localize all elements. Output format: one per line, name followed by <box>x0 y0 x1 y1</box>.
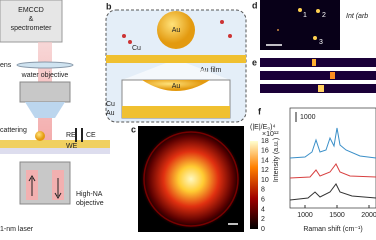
axis-label: Int (arb <box>346 13 368 20</box>
zoom-cone <box>122 63 230 80</box>
lens-label: ens <box>0 62 12 69</box>
molecule-label: Cu <box>132 45 141 52</box>
inset-film-label: Au <box>106 110 115 117</box>
detector-text: spectrometer <box>11 25 53 32</box>
x-tick-label: 2000 <box>361 212 376 219</box>
panel-label: d <box>252 0 258 10</box>
panel-d: d 1 2 3 Int (arb <box>252 0 368 50</box>
spectrum-band <box>318 85 324 92</box>
spot <box>298 8 302 12</box>
panel-c: c (|E|/E₀)⁴ ×10¹² <box>131 124 279 232</box>
x-tick-label: 1500 <box>329 212 345 219</box>
spectrum-black <box>289 183 376 201</box>
gold-film <box>0 140 110 148</box>
detector-box <box>0 0 63 43</box>
glass <box>0 148 110 154</box>
objective-label: objective <box>76 200 104 207</box>
spot-label: 1 <box>303 12 307 19</box>
water <box>25 102 65 118</box>
panel-b: b Au Cu Au film Au Cu Au <box>105 1 247 123</box>
molecule <box>122 34 126 38</box>
plot-frame <box>289 107 376 209</box>
colorbar-tick-label: 10 <box>261 177 269 184</box>
spot <box>277 29 279 31</box>
spot <box>313 36 317 40</box>
molecule <box>228 34 232 38</box>
zoom-particle <box>142 80 210 91</box>
au-particle <box>157 11 195 49</box>
colorbar-tick-label: 16 <box>261 148 269 155</box>
au-film <box>106 55 246 63</box>
panel-label: c <box>131 124 136 134</box>
laser-label: 1-nm laser <box>0 226 34 233</box>
lens <box>16 61 74 69</box>
detector-text: EMCCD <box>18 7 44 14</box>
colorbar-tick-label: 6 <box>261 197 265 204</box>
spot-label: 3 <box>319 39 323 46</box>
field-hotspot <box>141 129 241 229</box>
panel-e: e <box>252 57 376 93</box>
electrode-label: WE <box>66 143 78 150</box>
spot <box>316 9 320 13</box>
x-tick-label: 1000 <box>297 212 313 219</box>
scale-bar-label: 1000 <box>300 114 316 121</box>
y-axis-label: Intensity (a.u.) <box>273 138 280 182</box>
field-ring <box>143 131 239 227</box>
molecule <box>220 20 224 24</box>
panel-label: e <box>252 57 257 67</box>
electrode-label: RE <box>66 132 76 139</box>
scattering-label: cattering <box>0 127 27 134</box>
spectrum-strip <box>260 58 376 67</box>
zoom-film <box>122 106 230 118</box>
x-axis-label: Raman shift (cm⁻¹) <box>303 226 362 233</box>
objective-label: High-NA <box>76 191 103 198</box>
nanoparticle <box>35 131 45 141</box>
spectrum-band <box>330 72 335 79</box>
particle-label: Au <box>172 27 181 34</box>
panel-f: f 1000 Intensity (a.u.) Raman shift (cm⁻… <box>258 106 376 233</box>
molecule <box>128 40 132 44</box>
inset-particle-label: Au <box>172 83 181 90</box>
spectrum-strip <box>260 71 376 80</box>
colorbar-tick-label: 14 <box>261 157 269 164</box>
film-label: Au film <box>200 67 222 74</box>
spectrum-band <box>312 59 316 66</box>
panel-label: b <box>106 1 112 11</box>
colorbar-title: (|E|/E₀)⁴ <box>250 124 276 131</box>
colorbar-tick-label: 2 <box>261 216 265 223</box>
objective-label: water objective <box>21 72 69 79</box>
electrode-label: CE <box>86 132 96 139</box>
colorbar-scale: ×10¹² <box>262 131 279 138</box>
colorbar-tick-label: 18 <box>261 138 269 145</box>
panel-label: f <box>258 106 262 116</box>
detector-text: & <box>29 16 34 23</box>
spectrum-blue <box>289 127 376 159</box>
colorbar-tick-label: 4 <box>261 206 265 213</box>
colorbar-tick-label: 12 <box>261 167 269 174</box>
colorbar-tick-label: 8 <box>261 187 265 194</box>
spot-label: 2 <box>322 12 326 19</box>
panel-a: EMCCD & spectrometer ens water objective… <box>0 0 110 233</box>
arrows <box>28 175 62 199</box>
colorbar <box>250 141 258 229</box>
inset-molecule-label: Cu <box>106 101 115 108</box>
colorbar-tick-label: 0 <box>261 226 265 233</box>
water-objective <box>19 81 71 103</box>
dark-field-image <box>260 0 340 50</box>
spectrum-red <box>289 163 376 179</box>
